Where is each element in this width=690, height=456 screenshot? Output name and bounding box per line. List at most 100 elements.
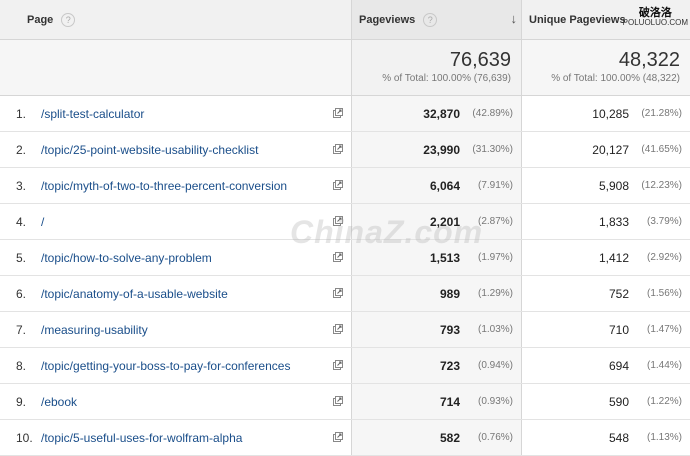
- unique-pageviews-value: 710: [608, 322, 629, 337]
- page-link[interactable]: /topic/5-useful-uses-for-wolfram-alpha: [41, 430, 243, 445]
- help-icon[interactable]: ?: [423, 12, 438, 27]
- pageviews-value: 2,201: [429, 214, 460, 229]
- pageviews-cell: 32,870 (42.89%): [351, 96, 521, 131]
- unique-pageviews-value: 5,908: [598, 178, 629, 193]
- page-cell: 5. /topic/how-to-solve-any-problem: [0, 240, 351, 275]
- pageviews-cell: 2,201 (2.87%): [351, 204, 521, 239]
- unique-pageviews-cell: 694 (1.44%): [521, 348, 690, 383]
- page-cell: 10. /topic/5-useful-uses-for-wolfram-alp…: [0, 420, 351, 455]
- page-link[interactable]: /topic/how-to-solve-any-problem: [41, 250, 212, 265]
- pageviews-value: 714: [439, 394, 460, 409]
- open-external-icon[interactable]: [333, 432, 343, 442]
- watermark: ChinaZ.com: [290, 214, 484, 250]
- pageviews-cell: 714 (0.93%): [351, 384, 521, 419]
- pageviews-value: 23,990: [423, 142, 460, 157]
- unique-pageviews-cell: 710 (1.47%): [521, 312, 690, 347]
- page-cell: 6. /topic/anatomy-of-a-usable-website: [0, 276, 351, 311]
- unique-pageviews-cell: 5,908 (12.23%): [521, 168, 690, 203]
- open-external-icon[interactable]: [333, 180, 343, 190]
- page-link[interactable]: /topic/25-point-website-usability-checkl…: [41, 142, 259, 157]
- page-link[interactable]: /topic/anatomy-of-a-usable-website: [41, 286, 228, 301]
- open-external-icon[interactable]: [333, 396, 343, 406]
- unique-pageviews-percent: (3.79%): [646, 216, 682, 227]
- open-external-icon[interactable]: [333, 252, 343, 262]
- page-link[interactable]: /topic/myth-of-two-to-three-percent-conv…: [41, 178, 288, 193]
- column-header-unique-pageviews[interactable]: Unique Pageviews: [521, 0, 690, 39]
- page-link[interactable]: /topic/getting-your-boss-to-pay-for-conf…: [41, 358, 291, 373]
- row-number: 9.: [16, 394, 27, 409]
- page-link[interactable]: /ebook: [41, 394, 78, 409]
- open-external-icon[interactable]: [333, 360, 343, 370]
- unique-pageviews-value: 10,285: [592, 106, 629, 121]
- pageviews-cell: 793 (1.03%): [351, 312, 521, 347]
- column-header-page[interactable]: Page ?: [0, 0, 351, 39]
- unique-pageviews-value: 694: [608, 358, 629, 373]
- row-number: 7.: [16, 322, 27, 337]
- open-external-icon[interactable]: [333, 216, 343, 226]
- open-external-icon[interactable]: [333, 108, 343, 118]
- unique-pageviews-percent: (1.13%): [646, 432, 682, 443]
- pageviews-percent: (0.76%): [477, 432, 513, 443]
- pageviews-cell: 6,064 (7.91%): [351, 168, 521, 203]
- total-unique-value: 48,322: [618, 49, 680, 71]
- total-unique-percent: % of Total: 100.00% (48,322): [551, 73, 680, 84]
- page-cell: 2. /topic/25-point-website-usability-che…: [0, 132, 351, 167]
- unique-pageviews-cell: 548 (1.13%): [521, 420, 690, 455]
- unique-pageviews-value: 1,412: [598, 250, 629, 265]
- pageviews-value: 1,513: [429, 250, 460, 265]
- open-external-icon[interactable]: [333, 144, 343, 154]
- totals-pageviews-cell: 76,639 % of Total: 100.00% (76,639): [351, 40, 521, 95]
- row-number: 6.: [16, 286, 27, 301]
- pageviews-percent: (0.94%): [477, 360, 513, 371]
- unique-pageviews-header-label: Unique Pageviews: [529, 13, 626, 26]
- table-row: 2. /topic/25-point-website-usability-che…: [0, 132, 690, 168]
- row-number: 3.: [16, 178, 27, 193]
- logo-line-2: POLUOLUO.COM: [622, 18, 688, 27]
- unique-pageviews-percent: (12.23%): [641, 180, 682, 191]
- open-external-icon[interactable]: [333, 288, 343, 298]
- page-link[interactable]: /split-test-calculator: [41, 106, 145, 121]
- table-row: 8. /topic/getting-your-boss-to-pay-for-c…: [0, 348, 690, 384]
- unique-pageviews-cell: 590 (1.22%): [521, 384, 690, 419]
- row-number: 1.: [16, 106, 27, 121]
- unique-pageviews-value: 1,833: [598, 214, 629, 229]
- pageviews-value: 6,064: [429, 178, 460, 193]
- page-link[interactable]: /measuring-usability: [41, 322, 148, 337]
- sort-descending-icon[interactable]: ↓: [510, 11, 518, 26]
- total-pageviews-percent: % of Total: 100.00% (76,639): [382, 73, 511, 84]
- table-row: 9. /ebook 714 (0.93%) 590 (1.22%): [0, 384, 690, 420]
- total-pageviews-value: 76,639: [449, 49, 511, 71]
- pageviews-percent: (1.29%): [477, 288, 513, 299]
- unique-pageviews-value: 752: [608, 286, 629, 301]
- table-row: 1. /split-test-calculator 32,870 (42.89%…: [0, 96, 690, 132]
- page-cell: 8. /topic/getting-your-boss-to-pay-for-c…: [0, 348, 351, 383]
- row-number: 2.: [16, 142, 27, 157]
- row-number: 10.: [16, 430, 33, 445]
- unique-pageviews-percent: (1.47%): [646, 324, 682, 335]
- column-header-pageviews[interactable]: Pageviews ? ↓: [351, 0, 521, 39]
- totals-page-cell: [0, 40, 351, 95]
- unique-pageviews-value: 548: [608, 430, 629, 445]
- page-cell: 9. /ebook: [0, 384, 351, 419]
- table-row: 10. /topic/5-useful-uses-for-wolfram-alp…: [0, 420, 690, 456]
- pageviews-percent: (0.93%): [477, 396, 513, 407]
- unique-pageviews-percent: (21.28%): [641, 108, 682, 119]
- pageviews-cell: 1,513 (1.97%): [351, 240, 521, 275]
- pageviews-value: 989: [439, 286, 460, 301]
- pageviews-cell: 23,990 (31.30%): [351, 132, 521, 167]
- unique-pageviews-percent: (2.92%): [646, 252, 682, 263]
- unique-pageviews-value: 590: [608, 394, 629, 409]
- unique-pageviews-cell: 752 (1.56%): [521, 276, 690, 311]
- pageviews-percent: (31.30%): [472, 144, 513, 155]
- table-header: Page ? Pageviews ? ↓ Unique Pageviews: [0, 0, 690, 40]
- open-external-icon[interactable]: [333, 324, 343, 334]
- unique-pageviews-percent: (1.44%): [646, 360, 682, 371]
- unique-pageviews-value: 20,127: [592, 142, 629, 157]
- help-icon[interactable]: ?: [61, 12, 76, 27]
- row-number: 5.: [16, 250, 27, 265]
- unique-pageviews-percent: (1.22%): [646, 396, 682, 407]
- table-row: 7. /measuring-usability 793 (1.03%) 710 …: [0, 312, 690, 348]
- pageviews-value: 723: [439, 358, 460, 373]
- page-link[interactable]: /: [41, 214, 45, 229]
